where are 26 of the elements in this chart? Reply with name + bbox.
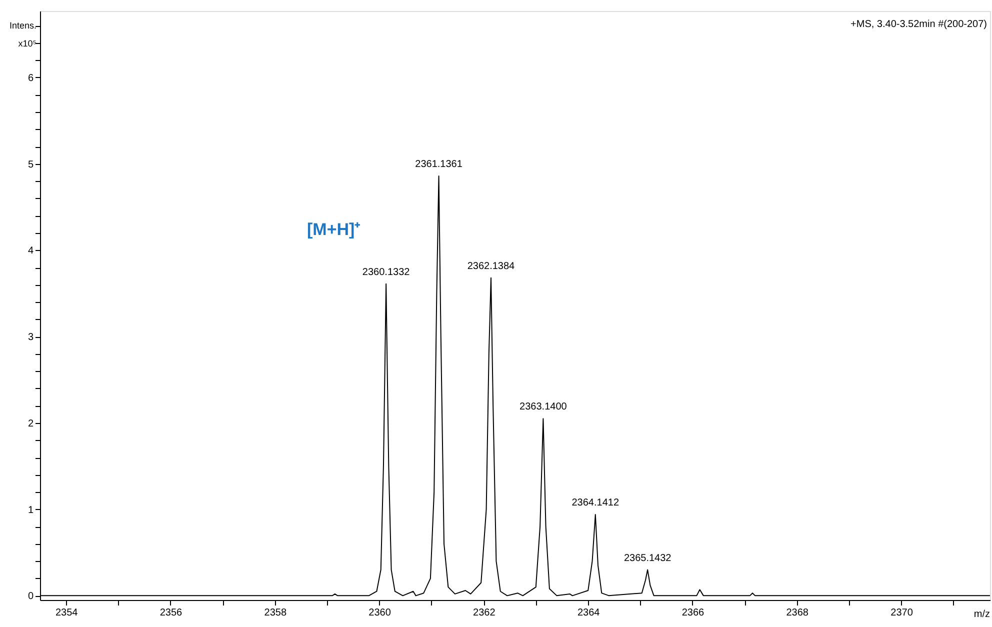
y-tick-label: 4	[28, 246, 34, 257]
y-tick-label: 0	[28, 591, 34, 602]
y-axis-title: Intens. x10⁵	[9, 20, 37, 48]
annotation: 2362.1384	[467, 260, 516, 272]
y-tick-label: 5	[28, 159, 34, 170]
x-tick-label: 2360	[368, 608, 392, 618]
y-tick-label: 1	[28, 504, 34, 516]
annotation: 2360.1332	[362, 266, 410, 278]
annotation: 2361.1361	[415, 158, 463, 170]
annotation: 2363.1400	[520, 402, 568, 413]
annotation: [M+H]⁺	[307, 220, 361, 239]
x-tick-label: 2366	[682, 608, 705, 618]
annotation: 2365.1432	[624, 552, 672, 564]
y-tick-label: 2	[28, 418, 34, 430]
y-tick-label: 3	[28, 332, 34, 344]
x-tick-label: 2370	[890, 608, 914, 618]
x-axis-title: m/z	[974, 609, 990, 620]
x-tick-label: 2354	[55, 608, 78, 618]
y-tick-label: 6	[28, 73, 34, 84]
x-tick-label: 2362	[473, 608, 496, 618]
x-tick-label: 2364	[577, 608, 600, 618]
x-tick-label: 2368	[786, 608, 809, 618]
annotation: 2364.1412	[572, 498, 620, 508]
x-tick-label: 2356	[160, 608, 183, 618]
annotation: +MS, 3.40-3.52min #(200-207)	[850, 19, 987, 30]
x-tick-label: 2358	[264, 608, 287, 618]
